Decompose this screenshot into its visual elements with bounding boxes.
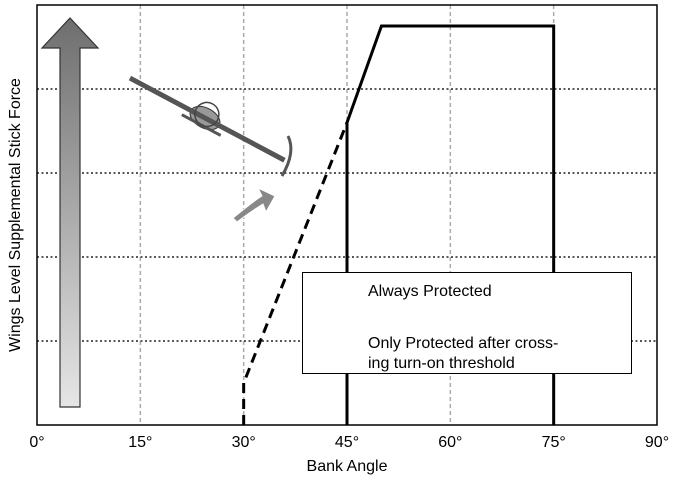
aircraft-illustration <box>128 75 286 163</box>
x-tick-label: 30° <box>232 434 256 451</box>
turn-arrow <box>232 186 276 223</box>
x-tick-label: 60° <box>438 434 462 451</box>
aircraft-prop <box>194 101 220 128</box>
series-line <box>345 24 556 425</box>
x-axis-label: Bank Angle <box>307 458 388 475</box>
force-arrow <box>40 17 100 408</box>
series-line <box>242 122 349 425</box>
plot-frame <box>36 4 658 426</box>
x-tick-label: 45° <box>335 434 359 451</box>
aircraft-wing <box>128 75 286 163</box>
legend-label: Always Protected <box>368 283 492 300</box>
turn-arrow-small <box>280 135 293 177</box>
legend <box>302 272 632 374</box>
x-tick-label: 90° <box>645 434 669 451</box>
x-tick-label: 75° <box>542 434 566 451</box>
y-axis-label: Wings Level Supplemental Stick Force <box>7 78 24 352</box>
legend-label: Only Protected after cross- ing turn-on … <box>368 335 559 372</box>
x-tick-label: 15° <box>128 434 152 451</box>
x-tick-label: 0° <box>29 434 44 451</box>
